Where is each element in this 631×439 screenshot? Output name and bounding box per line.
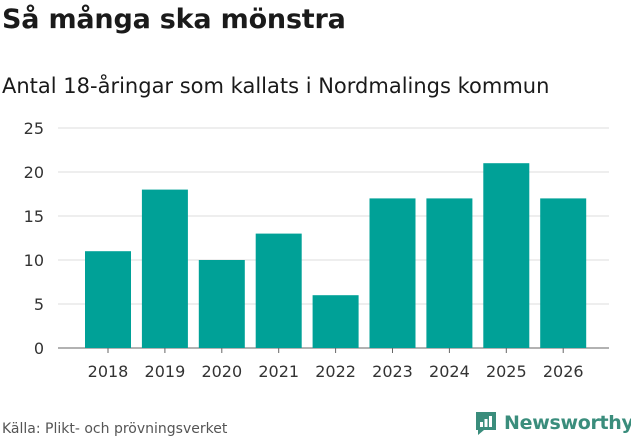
y-tick-label: 5 [34,295,44,314]
y-tick-label: 10 [24,251,44,270]
y-tick-label: 25 [24,119,44,138]
bar-2021 [255,233,302,348]
bar-2018 [85,251,131,348]
x-tick-label: 2023 [372,362,413,381]
bar-2020 [198,260,245,348]
logo-text: Newsworthy [504,412,631,434]
x-tick-label: 2024 [429,362,470,381]
bar-2025 [483,163,530,348]
bar-2024 [426,198,473,348]
x-tick-label: 2018 [88,362,129,381]
x-axis-ticks: 2018 2019 2020 2021 2022 2023 2024 2025 2026 [88,348,584,381]
x-tick-label: 2021 [258,362,299,381]
y-tick-label: 15 [24,207,44,226]
source-note: Källa: Plikt- och prövningsverket [2,421,228,437]
chart-title: Så många ska mönstra [2,4,346,35]
chart-subtitle: Antal 18-åringar som kallats i Nordmalin… [2,74,550,98]
bar-2023 [369,198,416,348]
y-axis-ticks: 0 5 10 15 20 25 [24,119,44,358]
bars [85,163,587,348]
x-tick-label: 2025 [486,362,527,381]
x-tick-label: 2019 [145,362,186,381]
bar-2019 [141,189,188,348]
bar-2026 [540,198,587,348]
y-tick-label: 0 [34,339,44,358]
newsworthy-logo-icon [476,412,496,435]
x-tick-label: 2026 [543,362,584,381]
bar-2022 [312,295,359,348]
y-tick-label: 20 [24,163,44,182]
x-tick-label: 2020 [201,362,242,381]
newsworthy-logo[interactable]: Newsworthy [474,409,631,437]
x-tick-label: 2022 [315,362,356,381]
